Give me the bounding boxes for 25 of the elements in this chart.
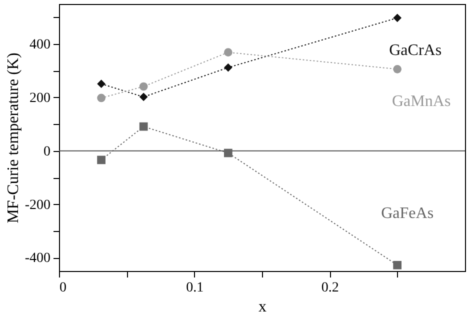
point (139, 92, 148, 102)
series-label: GaMnAs (392, 93, 451, 110)
y-tick-label: -200 (24, 198, 50, 213)
x-tick-label: 0.1 (186, 280, 204, 296)
point (224, 48, 232, 56)
point (393, 14, 402, 22)
y-tick-label: 200 (30, 90, 50, 106)
point (224, 63, 232, 72)
x-tick-label: 0 (60, 280, 66, 296)
y-tick-label: -400 (24, 251, 50, 266)
series-label: GaFeAs (381, 205, 434, 222)
y-axis-title: MF-Curie temperature (K) (4, 52, 22, 224)
point (97, 94, 106, 102)
y-tick-label: 0 (44, 144, 50, 160)
point (139, 122, 148, 131)
point (393, 64, 402, 74)
point (224, 148, 232, 158)
point (97, 80, 106, 88)
y-tick-label: 400 (30, 38, 50, 53)
point (393, 260, 402, 270)
point (97, 156, 106, 164)
series-label: GaCrAs (389, 42, 442, 59)
x-axis-title: x (258, 298, 266, 316)
x-tick-label: 0.2 (321, 280, 339, 296)
point (139, 82, 148, 91)
